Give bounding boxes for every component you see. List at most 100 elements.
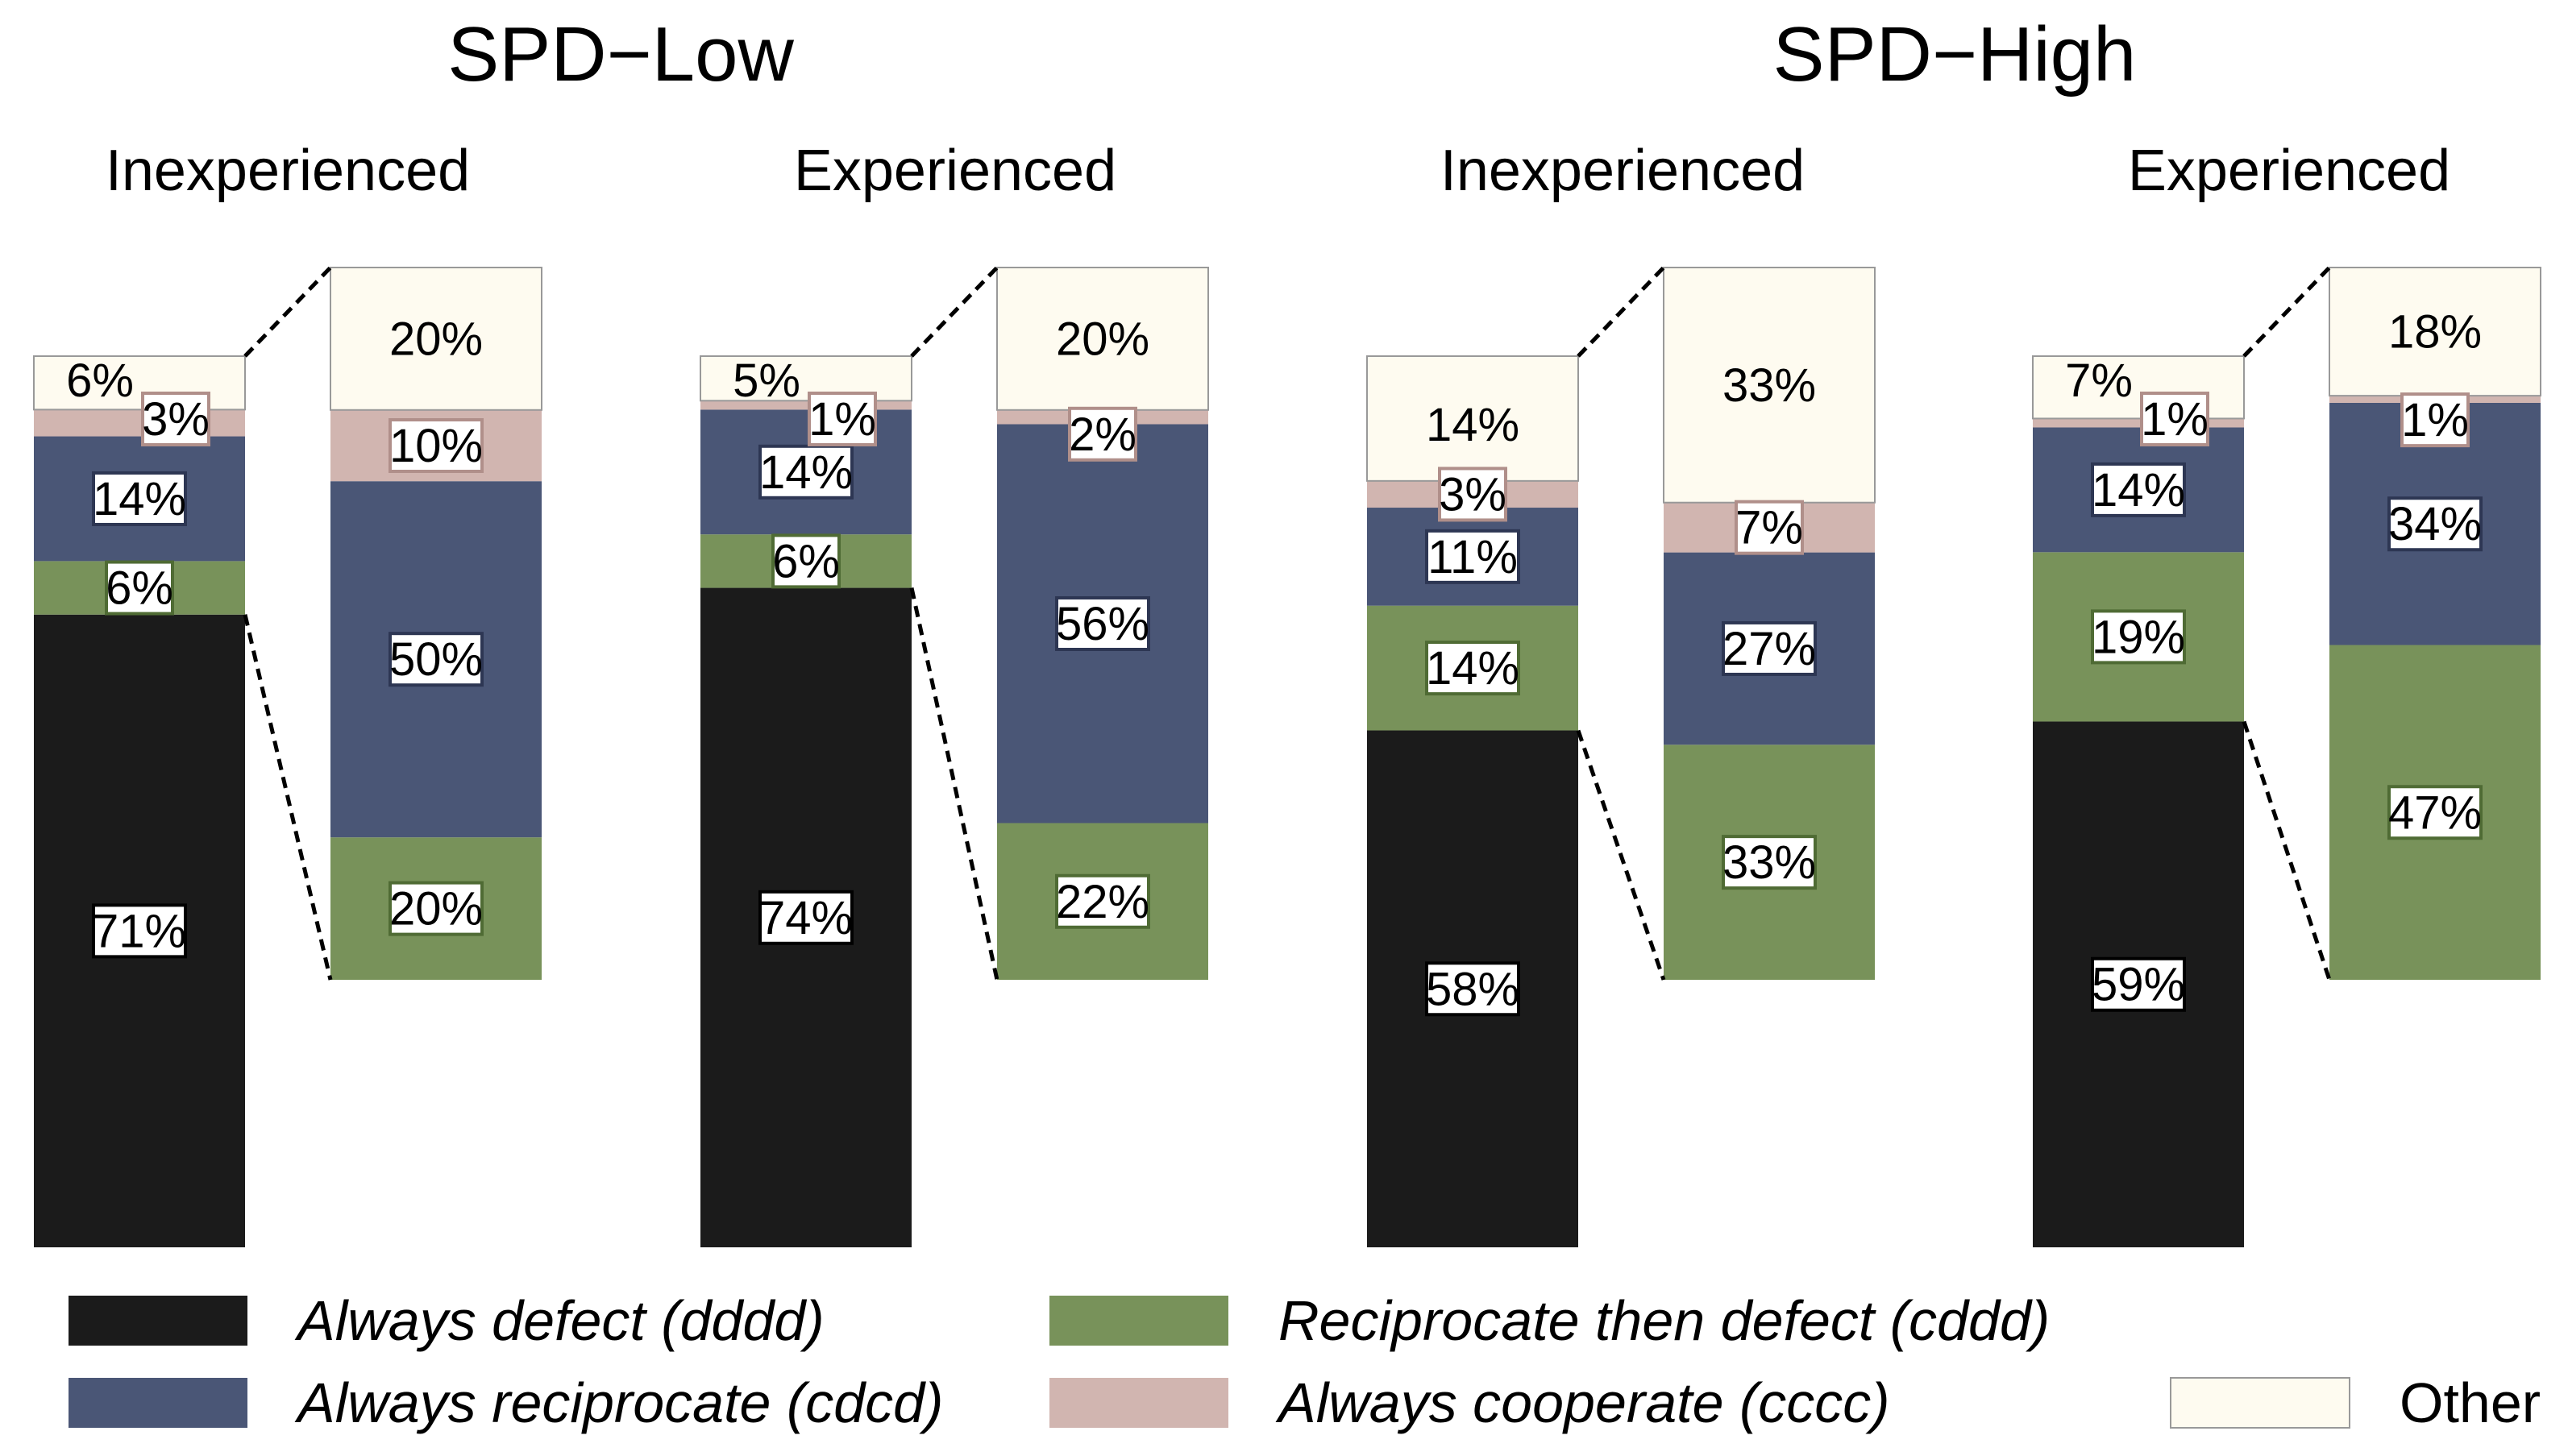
full-high-experienced-dddd-label: 59%: [2091, 956, 2186, 1012]
legend-label-cccc: Always cooperate (cccc): [1275, 1371, 1890, 1434]
full-high-experienced-dddd-label-text: 59%: [2092, 959, 2185, 1011]
zoom-connector-bottom-low-experienced: [909, 587, 999, 981]
full-high-experienced-cccc-label-text: 1%: [2141, 393, 2209, 446]
panel-subtitle-high-inexperienced: Inexperienced: [1440, 139, 1805, 203]
legend-swatch-cccc: [1049, 1378, 1228, 1428]
full-low-experienced-cccc-label: 1%: [808, 392, 877, 446]
zoom-low-inexperienced-cddd-label-text: 20%: [389, 883, 483, 935]
zoom-low-experienced-cccc-label-box: [1068, 406, 1137, 462]
full-high-inexperienced-cccc-label-text: 3%: [1439, 468, 1506, 521]
full-low-experienced-cdcd-label-text: 14%: [759, 446, 853, 499]
legend-swatch-cdcd: [69, 1378, 247, 1428]
full-high-inexperienced-cddd-label-box: [1425, 641, 1520, 696]
legend-item-cddd: Reciprocate then defect (cddd): [1049, 1289, 2050, 1352]
full-high-inexperienced-cccc-label: 3%: [1438, 467, 1507, 522]
full-high-experienced-cccc-label: 1%: [2140, 392, 2209, 446]
zoom-high-experienced-cccc-label-text: 1%: [2401, 394, 2469, 446]
zoom-low-experienced-cdcd-label: 56%: [1055, 596, 1150, 651]
full-low-inexperienced-cccc-label: 3%: [141, 392, 210, 446]
full-high-experienced-other-label: 7%: [2065, 355, 2133, 407]
group-title-spd-low: SPD−Low: [447, 11, 794, 97]
full-low-inexperienced-cddd-label-text: 6%: [106, 562, 173, 615]
full-low-inexperienced-cdcd-label: 14%: [92, 471, 187, 526]
full-low-experienced-cccc-label-box: [808, 392, 877, 446]
zoom-segment-high-inexperienced-other: [1663, 267, 1876, 504]
full-low-experienced-cdcd-label-box: [758, 444, 854, 500]
zoom-high-experienced-cccc-label: 1%: [2400, 392, 2470, 448]
zoom-connector-bottom-low-inexperienced: [243, 614, 333, 981]
zoom-high-experienced-cdcd-label-box: [2387, 496, 2483, 552]
zoom-high-experienced-cddd-label-text: 47%: [2388, 786, 2482, 839]
legend-swatch-dddd: [69, 1296, 247, 1346]
zoom-high-inexperienced-cdcd-label: 27%: [1722, 620, 1817, 676]
full-low-experienced-dddd-label-text: 74%: [759, 892, 853, 944]
full-low-experienced-dddd-label-box: [758, 890, 854, 945]
zoom-high-inexperienced-cddd-label-text: 33%: [1722, 836, 1816, 889]
legend: Always defect (dddd) Always reciprocate (…: [69, 1289, 2541, 1434]
zoom-low-inexperienced-cccc-label-text: 10%: [389, 420, 483, 472]
panel-subtitle-low-experienced: Experienced: [794, 139, 1116, 203]
zoom-low-inexperienced-cccc-label: 10%: [389, 418, 484, 473]
legend-item-dddd: Always defect (dddd): [69, 1289, 825, 1352]
zoom-high-experienced-cdcd-label-text: 34%: [2388, 498, 2482, 550]
zoom-connector-top-low-inexperienced: [243, 266, 332, 358]
full-high-experienced-cdcd-label-box: [2091, 462, 2186, 517]
zoom-low-experienced-cdcd-label-box: [1055, 596, 1150, 651]
full-high-experienced-cccc-label-box: [2140, 392, 2209, 446]
zoom-segment-high-experienced-other: [2329, 267, 2541, 397]
full-low-experienced-cdcd-label: 14%: [758, 444, 854, 500]
bar-segment-high-experienced-cccc: [2033, 418, 2244, 428]
full-low-inexperienced-cddd-label-box: [105, 560, 174, 616]
zoom-segment-low-inexperienced-other: [330, 267, 542, 411]
full-low-inexperienced-cccc-label-text: 3%: [142, 393, 210, 446]
zoom-connector-bottom-high-inexperienced: [1576, 729, 1666, 981]
full-high-inexperienced-cddd-label-text: 14%: [1426, 642, 1519, 695]
zoom-low-experienced-cdcd-label-text: 56%: [1056, 598, 1149, 650]
full-high-inexperienced-other-label: 14%: [1426, 399, 1519, 451]
zoom-high-inexperienced-cdcd-label-text: 27%: [1722, 623, 1816, 675]
full-high-inexperienced-cccc-label-box: [1438, 467, 1507, 522]
group-title-spd-high: SPD−High: [1773, 11, 2137, 97]
zoom-high-experienced-cddd-label-box: [2387, 785, 2483, 840]
zoom-high-inexperienced-cccc-label-text: 7%: [1735, 502, 1803, 554]
full-high-experienced-cdcd-label-text: 14%: [2092, 464, 2185, 516]
full-low-experienced-dddd-label: 74%: [758, 890, 854, 945]
full-high-experienced-cdcd-label: 14%: [2091, 462, 2186, 517]
full-low-inexperienced-other-label: 6%: [66, 355, 134, 407]
zoom-high-experienced-cdcd-label: 34%: [2387, 496, 2483, 552]
zoom-low-experienced-cddd-label: 22%: [1055, 873, 1150, 929]
zoom-high-experienced-other-label: 18%: [2388, 306, 2482, 359]
zoom-low-inexperienced-cdcd-label-box: [389, 632, 484, 687]
zoom-segment-low-experienced-other: [996, 267, 1209, 411]
panel-0-1: 74% 6% 14% 5%1% 22% 56% 2% 20%: [700, 266, 1209, 1247]
zoom-high-inexperienced-cccc-label-box: [1735, 500, 1804, 555]
full-high-inexperienced-dddd-label-box: [1425, 961, 1520, 1017]
full-low-inexperienced-cccc-label-box: [141, 392, 210, 446]
zoom-high-inexperienced-other-label: 33%: [1722, 359, 1816, 412]
zoom-low-inexperienced-cdcd-label-text: 50%: [389, 633, 483, 686]
zoom-connector-bottom-high-experienced: [2242, 720, 2332, 981]
zoom-low-inexperienced-cddd-label-box: [389, 881, 484, 936]
legend-swatch-other: [2170, 1377, 2350, 1429]
full-high-experienced-cddd-label: 19%: [2091, 609, 2186, 665]
full-low-inexperienced-dddd-label-box: [92, 903, 187, 959]
full-low-inexperienced-cdcd-label-text: 14%: [93, 473, 186, 525]
legend-item-other: Other: [2170, 1371, 2541, 1434]
zoom-low-experienced-cddd-label-box: [1055, 873, 1150, 929]
full-low-inexperienced-cdcd-label-box: [92, 471, 187, 526]
legend-label-other: Other: [2400, 1371, 2541, 1434]
full-high-inexperienced-cdcd-label-box: [1425, 529, 1520, 584]
panel-1-0: 58% 14% 11% 14% 3% 33% 27% 7% 33%: [1366, 266, 1876, 1247]
zoom-high-experienced-cccc-label-box: [2400, 392, 2470, 448]
bars-layer: 71%6%14%6%3%20%50%10%20%74%6%14%5%1%22%5…: [33, 266, 2541, 1247]
full-high-inexperienced-cdcd-label-text: 11%: [1427, 531, 1518, 583]
panel-subtitle-high-experienced: Experienced: [2128, 139, 2450, 203]
zoom-low-experienced-cccc-label: 2%: [1068, 406, 1137, 462]
zoom-high-inexperienced-cccc-label: 7%: [1735, 500, 1804, 555]
full-low-experienced-cccc-label-text: 1%: [808, 393, 876, 446]
full-low-inexperienced-cddd-label: 6%: [105, 560, 174, 616]
panel-subtitle-low-inexperienced: Inexperienced: [106, 139, 470, 203]
bar-segment-low-inexperienced-cccc: [34, 409, 245, 437]
zoom-low-inexperienced-cccc-label-box: [389, 418, 484, 473]
